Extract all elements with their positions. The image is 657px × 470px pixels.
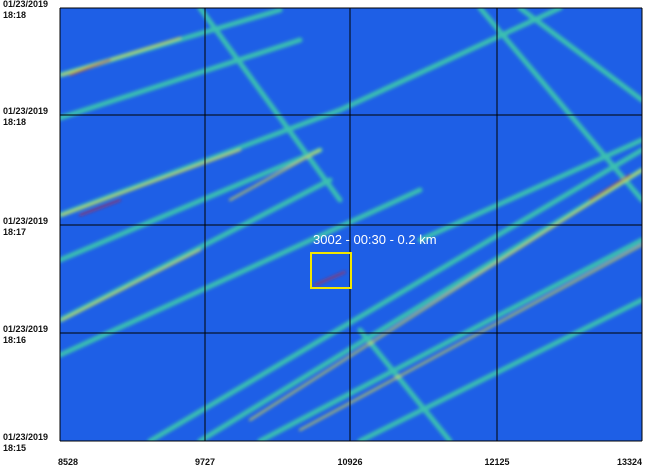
y-tick-date: 01/23/2019 xyxy=(3,0,48,9)
x-tick-label: 9727 xyxy=(195,457,215,467)
y-tick-time: 18:18 xyxy=(3,117,26,127)
selection-box[interactable] xyxy=(310,252,352,289)
y-tick-time: 18:18 xyxy=(3,10,26,20)
signal-streaks xyxy=(60,8,642,441)
annotation-label: 3002 - 00:30 - 0.2 km xyxy=(313,232,437,247)
axis-labels: 01/23/201918:1801/23/201918:1801/23/2019… xyxy=(3,0,642,467)
x-tick-label: 10926 xyxy=(337,457,362,467)
y-tick-time: 18:15 xyxy=(3,443,26,453)
y-tick-time: 18:16 xyxy=(3,335,26,345)
y-tick-date: 01/23/2019 xyxy=(3,324,48,334)
y-tick-date: 01/23/2019 xyxy=(3,106,48,116)
x-tick-label: 12125 xyxy=(484,457,509,467)
x-tick-label: 13324 xyxy=(617,457,642,467)
grid xyxy=(59,7,643,442)
y-tick-date: 01/23/2019 xyxy=(3,216,48,226)
y-tick-date: 01/23/2019 xyxy=(3,432,48,442)
x-tick-label: 8528 xyxy=(58,457,78,467)
y-tick-time: 18:17 xyxy=(3,227,26,237)
